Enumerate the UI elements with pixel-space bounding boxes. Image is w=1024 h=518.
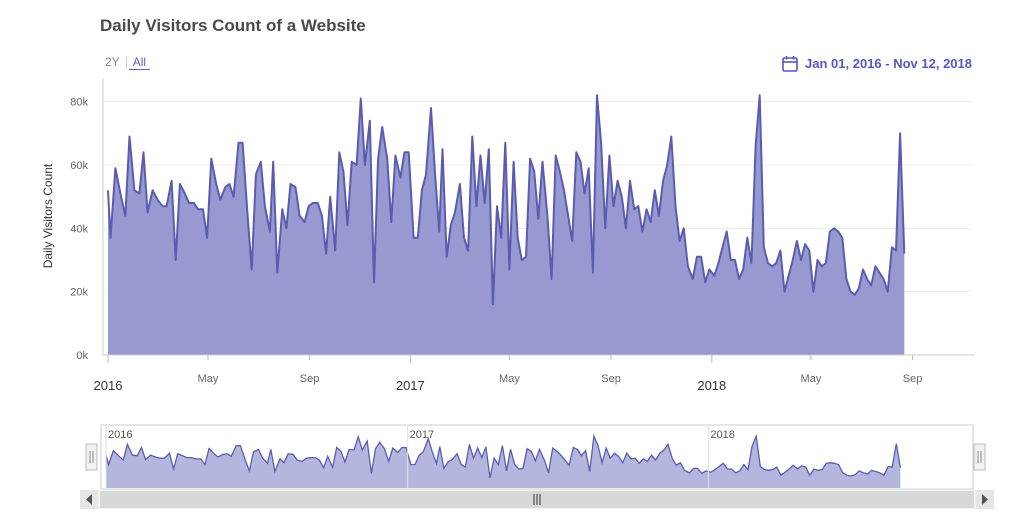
y-tick-label: 0k bbox=[76, 350, 88, 362]
range-selector: 2Y All bbox=[101, 55, 151, 70]
main-series bbox=[107, 94, 906, 356]
calendar-icon bbox=[782, 56, 798, 72]
y-tick-label: 80k bbox=[70, 97, 88, 109]
navigator: 2016 2017 2018 bbox=[85, 424, 986, 490]
x-tick-label: Sep bbox=[300, 373, 320, 385]
range-button-all[interactable]: All bbox=[128, 55, 151, 70]
navigator-handle-right[interactable] bbox=[973, 443, 986, 471]
y-tick-label: 20k bbox=[70, 287, 88, 299]
y-axis: 0k 20k 40k 60k 80k bbox=[70, 78, 104, 362]
series-area bbox=[108, 95, 905, 356]
chart-title: Daily Visitors Count of a Website bbox=[100, 16, 366, 35]
navigator-year-label: 2016 bbox=[108, 429, 132, 441]
series-line bbox=[107, 94, 906, 306]
y-tick-label: 40k bbox=[70, 223, 88, 235]
x-tick-label: May bbox=[499, 373, 520, 385]
triangle-left-icon bbox=[86, 494, 92, 505]
grip-lines-icon bbox=[533, 494, 541, 505]
x-tick-label: 2018 bbox=[697, 378, 726, 393]
x-tick-label: Sep bbox=[903, 373, 923, 385]
triangle-right-icon bbox=[982, 494, 988, 505]
x-tick-label: May bbox=[198, 373, 219, 385]
navigator-handle-left[interactable] bbox=[85, 443, 98, 471]
range-separator bbox=[125, 56, 127, 70]
y-axis-label: Daily Visitors Count bbox=[41, 163, 55, 268]
navigator-line bbox=[105, 433, 902, 479]
date-range-picker[interactable]: Jan 01, 2016 - Nov 12, 2018 bbox=[782, 55, 972, 72]
navigator-labels: 2016 2017 2018 bbox=[105, 426, 735, 488]
x-axis: 2016 May Sep 2017 May Sep 2018 May Sep bbox=[94, 354, 975, 393]
x-tick-label: 2017 bbox=[396, 378, 425, 393]
range-button-2y[interactable]: 2Y bbox=[105, 55, 120, 69]
date-range-label: Jan 01, 2016 - Nov 12, 2018 bbox=[805, 56, 972, 71]
navigator-area bbox=[106, 436, 901, 488]
x-tick-label: May bbox=[801, 373, 822, 385]
navigator-year-label: 2017 bbox=[410, 429, 434, 441]
y-tick-label: 60k bbox=[70, 160, 88, 172]
scrollbar[interactable] bbox=[80, 490, 994, 509]
navigator-series bbox=[105, 433, 902, 488]
x-tick-label: Sep bbox=[601, 373, 621, 385]
x-tick-label: 2016 bbox=[94, 378, 123, 393]
navigator-year-label: 2018 bbox=[710, 429, 734, 441]
